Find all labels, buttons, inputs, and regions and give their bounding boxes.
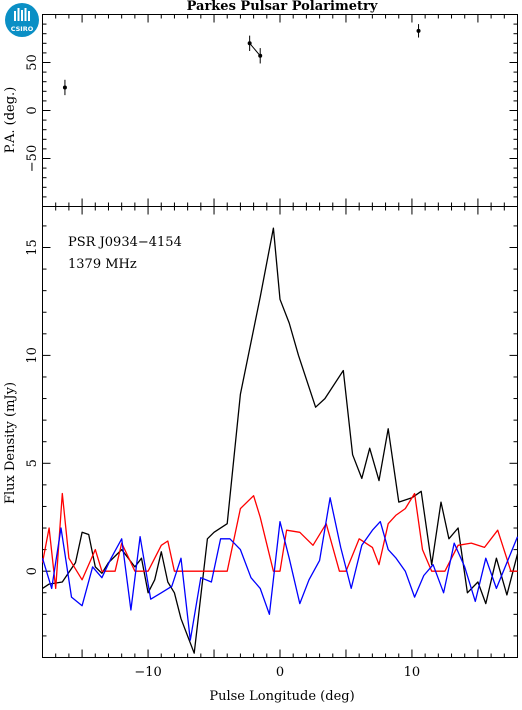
flux-y-axis-label: Flux Density (mJy): [3, 382, 18, 504]
y-tick-label: 0: [25, 567, 40, 575]
y-tick-label: −50: [25, 145, 40, 172]
flux-series-line: [41, 492, 518, 590]
frequency-label: 1379 MHz: [68, 257, 137, 272]
y-tick-label: 5: [25, 459, 40, 467]
pa-points: [62, 24, 421, 96]
y-tick-label: 10: [25, 347, 40, 364]
pa-point: [247, 41, 252, 46]
pa-point: [62, 85, 67, 90]
chart-title: Parkes Pulsar Polarimetry: [187, 0, 378, 14]
x-axis-label: Pulse Longitude (deg): [209, 689, 354, 704]
x-tick-label: 10: [404, 665, 421, 680]
flux-series-line: [41, 497, 519, 641]
pa-panel-frame: [42, 14, 518, 207]
pa-axis: −50 0 50: [25, 14, 518, 207]
y-tick-label: 50: [25, 54, 40, 71]
y-tick-label: 0: [25, 106, 40, 114]
pa-y-axis-label: P.A. (deg.): [3, 87, 18, 154]
flux-series-line: [42, 227, 519, 654]
csiro-logo: CSIRO: [5, 3, 39, 37]
flux-series: [41, 227, 519, 654]
logo-bars-icon: [14, 8, 30, 21]
pa-connector: [249, 42, 261, 57]
pa-point: [258, 53, 263, 58]
pa-point: [416, 28, 421, 33]
logo-text: CSIRO: [11, 25, 34, 33]
y-tick-label: 15: [25, 239, 40, 256]
source-name: PSR J0934−4154: [68, 235, 182, 250]
x-tick-label: 0: [276, 665, 284, 680]
x-tick-label: −10: [134, 665, 161, 680]
flux-axis: 0 5 10 15 −10 0 10: [25, 206, 518, 680]
flux-panel-frame: [42, 206, 518, 658]
